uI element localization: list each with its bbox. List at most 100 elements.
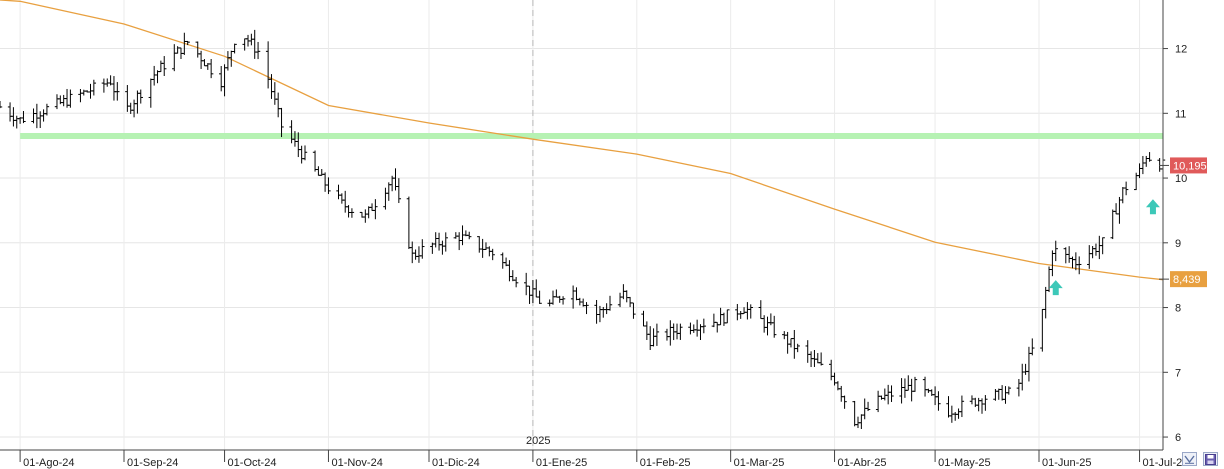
price-bar xyxy=(1070,256,1075,269)
price-bar xyxy=(1144,155,1149,167)
price-bar xyxy=(996,388,1001,400)
price-bar xyxy=(54,94,60,110)
y-tick-label: 12 xyxy=(1175,44,1187,56)
price-bar xyxy=(151,65,157,86)
price-bar xyxy=(322,172,328,192)
price-bar xyxy=(758,300,764,320)
y-axis: 6 7 8 9 10 11 12 10,195 8,439 xyxy=(1159,0,1207,450)
price-bar xyxy=(158,60,164,73)
price-bar xyxy=(597,305,603,323)
price-bar xyxy=(560,296,566,305)
price-bar xyxy=(68,89,73,108)
price-bar xyxy=(225,51,231,71)
price-bar xyxy=(999,385,1005,401)
price-bar xyxy=(651,328,656,347)
price-bar xyxy=(396,178,402,204)
price-bar xyxy=(912,376,918,392)
price-bar xyxy=(1110,209,1115,240)
price-bar xyxy=(443,232,448,252)
price-bar xyxy=(738,310,743,319)
price-bar xyxy=(416,246,422,263)
price-bar xyxy=(393,168,398,191)
x-tick-label: 01-Nov-24 xyxy=(331,457,382,469)
save-button[interactable] xyxy=(1203,452,1218,466)
price-bar xyxy=(688,322,693,335)
price-bar xyxy=(765,316,770,336)
price-bar xyxy=(735,303,740,321)
price-bar xyxy=(289,120,294,144)
price-bar xyxy=(208,58,214,79)
price-bar xyxy=(195,41,200,58)
price-bar xyxy=(1157,158,1162,172)
price-bar xyxy=(537,290,542,304)
price-bar xyxy=(979,398,985,414)
price-bar xyxy=(694,319,700,337)
price-bar xyxy=(198,50,204,69)
price-bar xyxy=(664,328,670,341)
price-bar xyxy=(761,315,767,333)
price-bar xyxy=(316,166,321,176)
price-bar xyxy=(644,321,650,340)
price-bar xyxy=(715,321,720,333)
price-bar xyxy=(1006,386,1012,395)
price-bar xyxy=(909,378,914,402)
price-bar xyxy=(383,187,388,210)
price-bar xyxy=(34,103,40,129)
price-bar xyxy=(14,115,19,129)
y-tick-label: 10 xyxy=(1175,173,1187,185)
zoom-out-icon xyxy=(1184,455,1195,464)
price-bar xyxy=(101,78,107,93)
price-bar xyxy=(326,177,331,195)
price-bar xyxy=(795,343,800,353)
price-bar xyxy=(601,306,606,318)
price-bar xyxy=(627,296,633,308)
price-bar xyxy=(1087,245,1092,269)
price-bar xyxy=(812,349,817,367)
signal-arrow xyxy=(1048,280,1063,296)
price-bar xyxy=(922,376,928,397)
price-bar xyxy=(0,101,3,109)
price-bar xyxy=(725,309,730,324)
x-tick-label: 01-Oct-24 xyxy=(228,457,277,469)
price-bar xyxy=(1050,250,1055,277)
price-bar xyxy=(631,302,636,319)
price-bar xyxy=(1097,235,1102,260)
price-bar xyxy=(674,323,680,340)
price-bar xyxy=(808,351,814,368)
price-bar xyxy=(312,150,318,172)
price-bar xyxy=(748,304,753,319)
price-bar xyxy=(513,276,519,288)
x-tick-label: 01-May-25 xyxy=(938,457,991,469)
price-bar xyxy=(490,248,495,261)
price-bar xyxy=(902,378,908,398)
price-bar xyxy=(976,397,981,412)
zoom-out-button[interactable] xyxy=(1182,452,1197,466)
price-bar xyxy=(701,318,707,334)
price-bar xyxy=(604,303,609,315)
year-label: 2025 xyxy=(526,435,550,447)
signal-arrows xyxy=(1048,199,1160,296)
price-bar xyxy=(859,414,864,430)
price-bar xyxy=(128,102,133,114)
price-bar xyxy=(339,193,345,204)
price-bar xyxy=(1090,246,1095,259)
price-bar xyxy=(433,232,438,248)
price-bar xyxy=(607,295,613,311)
price-bar xyxy=(436,232,442,251)
price-bar xyxy=(252,29,257,59)
price-bar xyxy=(932,386,938,406)
price-bar xyxy=(302,145,308,161)
moving-average xyxy=(0,0,1164,281)
price-bar xyxy=(523,272,529,296)
price-bar xyxy=(885,384,891,405)
price-bar xyxy=(31,108,36,124)
price-bar xyxy=(1117,196,1122,224)
price-bar xyxy=(410,241,415,264)
price-bar xyxy=(510,270,515,282)
price-bar xyxy=(1066,246,1072,263)
value-badge xyxy=(1170,271,1207,288)
price-bar xyxy=(1046,266,1052,293)
price-bar xyxy=(889,385,894,402)
price-bar xyxy=(574,287,579,301)
